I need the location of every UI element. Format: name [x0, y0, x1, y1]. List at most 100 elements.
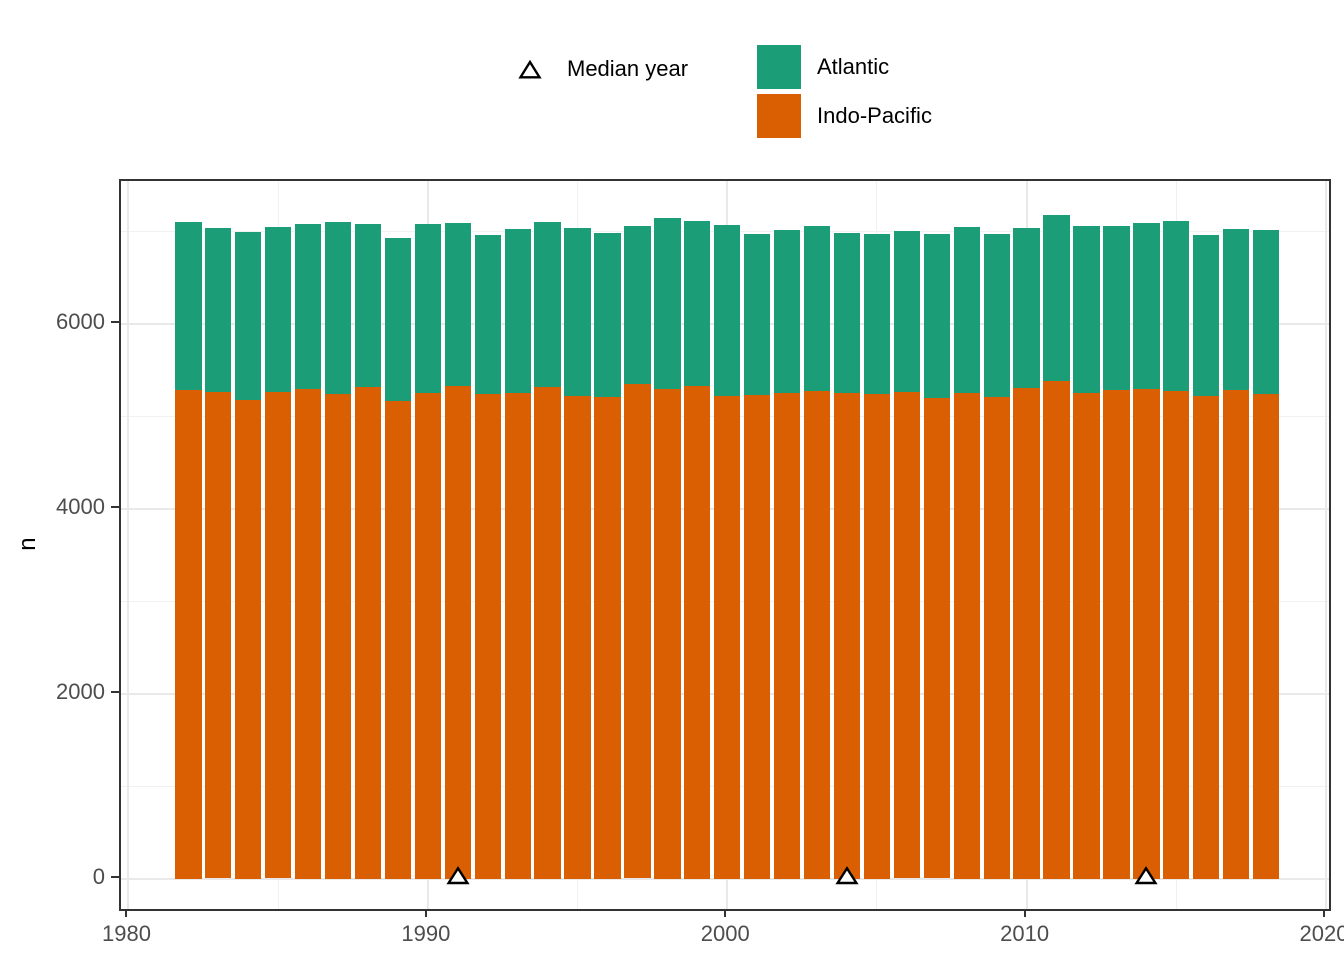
x-tick-1980 [125, 909, 128, 917]
bar-atlantic-2004 [833, 232, 861, 394]
bar-atlantic-2003 [803, 226, 831, 391]
bar-atlantic-2000 [714, 225, 741, 397]
bar-indo-pacific-2012 [1073, 392, 1100, 879]
bar-atlantic-2017 [1223, 229, 1250, 390]
y-tick-6000 [111, 321, 119, 324]
bar-indo-pacific-2009 [983, 397, 1010, 879]
bar-indo-pacific-1989 [384, 400, 412, 879]
indo-pacific-legend-swatch [757, 94, 801, 138]
y-tick-label-6000: 6000 [56, 309, 105, 335]
y-tick-label-0: 0 [92, 863, 105, 889]
bar-atlantic-1985 [265, 227, 292, 392]
bar-indo-pacific-2016 [1193, 396, 1220, 879]
bar-atlantic-1994 [534, 221, 561, 387]
bar-indo-pacific-1998 [654, 388, 681, 879]
bar-indo-pacific-1988 [354, 387, 382, 879]
x-gridline-1980 [127, 181, 130, 909]
y-gridline-0 [121, 877, 1329, 880]
bar-indo-pacific-2007 [923, 398, 950, 879]
bar-atlantic-2015 [1163, 220, 1190, 391]
y-tick-2000 [111, 690, 119, 693]
bar-atlantic-1990 [414, 224, 442, 394]
bar-atlantic-1988 [354, 224, 382, 387]
bar-atlantic-1993 [504, 229, 531, 394]
x-tick-2010 [1023, 909, 1026, 917]
bar-atlantic-2009 [983, 233, 1010, 398]
y-tick-0 [111, 875, 119, 878]
bar-atlantic-1991 [444, 222, 471, 387]
bar-indo-pacific-2002 [773, 392, 801, 879]
x-tick-label-1990: 1990 [401, 921, 451, 946]
x-tick-label-2000: 2000 [700, 921, 750, 946]
bar-indo-pacific-2003 [803, 390, 831, 879]
bar-atlantic-2002 [773, 229, 801, 393]
x-tick-2020 [1323, 909, 1325, 917]
bar-indo-pacific-1992 [474, 394, 501, 879]
bar-atlantic-2018 [1252, 229, 1280, 395]
bar-indo-pacific-1994 [534, 387, 561, 879]
bar-atlantic-1999 [684, 220, 711, 387]
bar-indo-pacific-1991 [444, 386, 471, 879]
bar-indo-pacific-2011 [1043, 380, 1070, 879]
bar-indo-pacific-2013 [1103, 389, 1130, 879]
bar-indo-pacific-1995 [564, 396, 591, 879]
bar-indo-pacific-2010 [1013, 387, 1040, 879]
bar-atlantic-2011 [1043, 215, 1070, 381]
bar-atlantic-2014 [1133, 223, 1160, 389]
bar-atlantic-2006 [893, 230, 921, 392]
median-year-legend-key [508, 47, 552, 91]
bar-indo-pacific-2014 [1133, 388, 1160, 879]
bar-atlantic-2012 [1073, 226, 1100, 393]
median-year-marker-1991 [446, 866, 470, 885]
bar-atlantic-2005 [863, 233, 891, 395]
bar-indo-pacific-2006 [893, 391, 921, 879]
bar-indo-pacific-1999 [684, 386, 711, 879]
bar-indo-pacific-1984 [235, 399, 262, 879]
median-year-legend-label: Median year [567, 56, 689, 81]
bar-indo-pacific-1985 [265, 391, 292, 879]
bar-indo-pacific-2017 [1223, 389, 1250, 879]
bar-atlantic-2013 [1103, 226, 1130, 390]
x-tick-2000 [724, 909, 727, 917]
bar-atlantic-2008 [953, 227, 980, 394]
bar-indo-pacific-1987 [324, 394, 352, 879]
bar-indo-pacific-1996 [594, 397, 621, 879]
bar-indo-pacific-2008 [953, 393, 980, 879]
median-year-marker-2004 [835, 866, 859, 885]
median-year-triangle-icon [518, 59, 542, 78]
bar-atlantic-1992 [474, 234, 501, 395]
bar-indo-pacific-1993 [504, 393, 531, 879]
bar-atlantic-1995 [564, 228, 591, 397]
bar-indo-pacific-2018 [1252, 394, 1280, 879]
bar-atlantic-1997 [624, 226, 651, 385]
atlantic-legend-label: Atlantic [817, 54, 890, 79]
x-tick-1990 [424, 909, 427, 917]
bar-indo-pacific-2005 [863, 394, 891, 879]
y-tick-label-4000: 4000 [56, 493, 105, 519]
bar-indo-pacific-1982 [175, 389, 202, 879]
bar-atlantic-1987 [324, 221, 352, 395]
bar-atlantic-2010 [1013, 228, 1040, 388]
bar-atlantic-1989 [384, 238, 412, 401]
y-tick-4000 [111, 505, 119, 508]
x-tick-label-2020: 2020 [1299, 921, 1344, 946]
atlantic-legend-swatch [757, 45, 801, 89]
x-tick-label-1980: 1980 [102, 921, 151, 946]
bar-indo-pacific-1986 [294, 388, 322, 879]
plot-panel [119, 179, 1331, 911]
bar-atlantic-1984 [235, 231, 262, 400]
bar-indo-pacific-2004 [833, 393, 861, 879]
bar-indo-pacific-2015 [1163, 390, 1190, 879]
bar-atlantic-1982 [175, 221, 202, 390]
bar-indo-pacific-1990 [414, 393, 442, 879]
bar-atlantic-2007 [923, 233, 950, 399]
y-tick-label-2000: 2000 [56, 678, 105, 704]
bar-indo-pacific-1997 [624, 384, 651, 879]
bar-atlantic-1986 [294, 224, 322, 389]
x-gridline-2020 [1325, 181, 1327, 909]
bar-atlantic-2001 [744, 233, 771, 396]
bar-indo-pacific-2001 [744, 395, 771, 879]
bar-atlantic-1998 [654, 217, 681, 389]
median-year-marker-2014 [1134, 866, 1158, 885]
